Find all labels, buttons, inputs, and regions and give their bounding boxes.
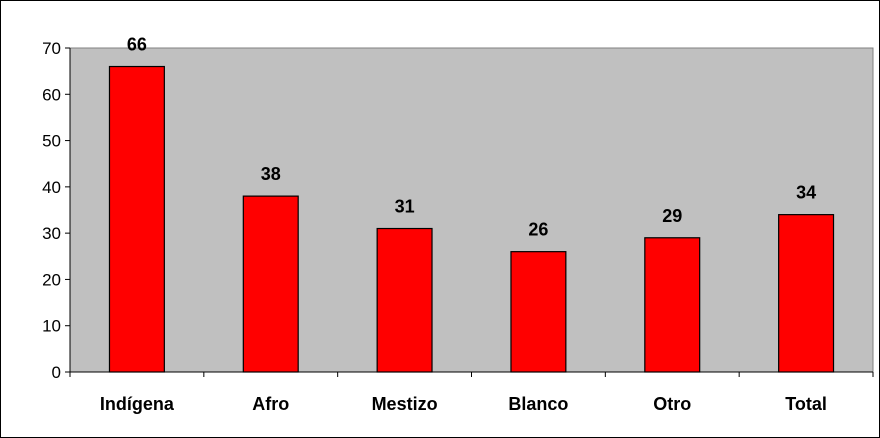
bar-afro: [242, 195, 299, 373]
data-label: 26: [528, 220, 548, 240]
x-category-label: Indígena: [100, 394, 175, 414]
y-tick-label: 0: [52, 363, 61, 382]
x-category-label: Blanco: [508, 394, 568, 414]
y-tick-label: 30: [42, 224, 61, 243]
data-label: 29: [662, 206, 682, 226]
y-axis: 0 10 20 30 40 50 60 70: [42, 39, 71, 382]
y-tick-label: 70: [42, 39, 61, 58]
plot-area: [69, 47, 874, 373]
data-label: 38: [261, 164, 281, 184]
data-labels: 66 38 31 26 29 34: [127, 35, 816, 240]
x-axis: Indígena Afro Mestizo Blanco Otro Total: [69, 371, 874, 414]
x-category-label: Mestizo: [372, 394, 438, 414]
x-category-label: Afro: [252, 394, 289, 414]
bar-total: [778, 214, 835, 373]
data-label: 31: [395, 197, 415, 217]
bar-mestizo: [376, 227, 433, 373]
data-label: 66: [127, 35, 147, 55]
bar-blanco: [510, 251, 567, 373]
y-tick-label: 50: [42, 132, 61, 151]
y-tick-label: 20: [42, 270, 61, 289]
bar-otro: [644, 237, 701, 373]
y-tick-label: 40: [42, 178, 61, 197]
x-category-label: Total: [785, 394, 827, 414]
y-tick-label: 10: [42, 317, 61, 336]
bars: [108, 65, 835, 373]
y-tick-label: 60: [42, 85, 61, 104]
bar-indígena: [108, 65, 165, 373]
data-label: 34: [796, 183, 816, 203]
x-category-label: Otro: [653, 394, 691, 414]
